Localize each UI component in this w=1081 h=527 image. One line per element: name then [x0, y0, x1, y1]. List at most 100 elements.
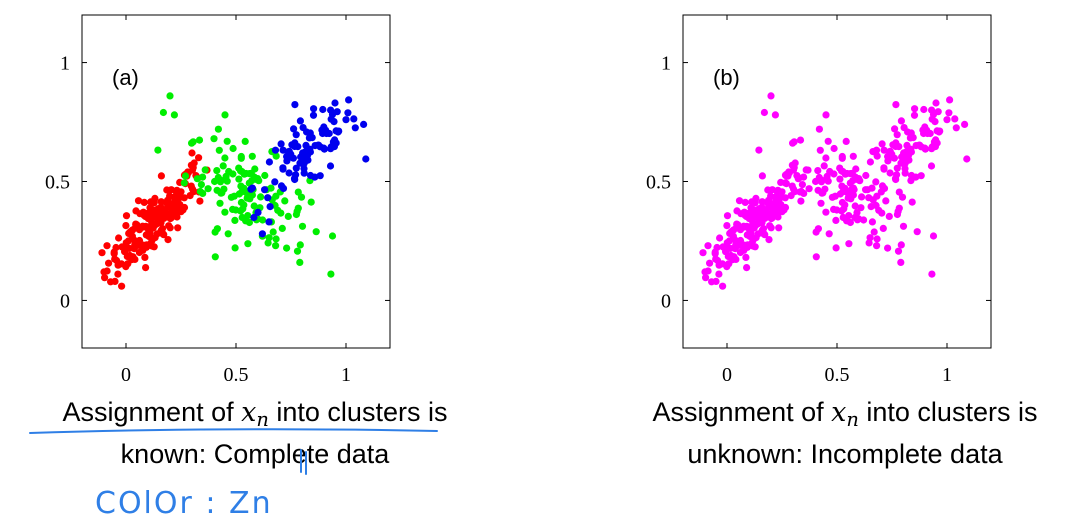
caption-a-line-2: known: Complete data	[120, 438, 390, 469]
scatter-point	[218, 189, 226, 197]
scatter-point	[292, 131, 300, 139]
scatter-point	[934, 108, 942, 116]
scatter-point	[749, 219, 757, 227]
scatter-point	[165, 199, 173, 207]
scatter-point	[300, 165, 308, 173]
scatter-point	[758, 198, 766, 206]
scatter-point	[747, 240, 755, 248]
scatter-point	[165, 222, 173, 230]
scatter-point	[195, 136, 204, 144]
scatter-point	[897, 241, 905, 249]
scatter-point	[716, 234, 724, 242]
scatter-point	[98, 249, 106, 257]
scatter-point	[921, 144, 929, 152]
scatter-point	[140, 198, 148, 206]
scatter-point	[755, 146, 763, 154]
scatter-point	[176, 192, 184, 201]
scatter-point	[733, 207, 741, 215]
scatter-point	[283, 244, 291, 252]
scatter-point	[201, 166, 209, 174]
scatter-point	[293, 247, 302, 255]
scatter-point	[729, 255, 737, 263]
scatter-point	[822, 111, 830, 119]
scatter-point	[157, 198, 165, 206]
scatter-point	[815, 125, 824, 133]
scatter-point	[733, 220, 741, 228]
scatter-point	[215, 146, 223, 154]
scatter-point	[148, 219, 156, 227]
scatter-point	[322, 126, 330, 134]
panel-b: 0 0.5 1 0 0.5 1 (b)	[646, 14, 992, 386]
scatter-point	[858, 193, 866, 201]
scatter-point	[221, 111, 229, 119]
scatter-point	[906, 134, 915, 142]
scatter-point	[172, 204, 180, 213]
scatter-point	[726, 244, 734, 252]
scatter-point	[174, 224, 182, 232]
scatter-point	[746, 232, 754, 241]
scatter-point	[775, 224, 783, 232]
scatter-point	[158, 225, 167, 233]
scatter-point	[267, 184, 275, 192]
scatter-point	[781, 179, 789, 187]
caption-b-var: x	[831, 397, 847, 428]
scatter-point	[897, 258, 905, 266]
scatter-point	[712, 277, 720, 285]
scatter-point	[873, 235, 881, 243]
scatter-point	[131, 241, 139, 249]
scatter-point	[884, 157, 892, 165]
scatter-point	[771, 111, 780, 119]
scatter-point	[903, 141, 911, 149]
scatter-point	[132, 220, 140, 228]
scatter-point	[857, 204, 865, 212]
scatter-point	[838, 207, 846, 215]
y-tick-label: 1	[60, 53, 70, 75]
scatter-point	[946, 96, 954, 104]
scatter-point	[333, 108, 341, 116]
scatter-point	[905, 156, 913, 164]
scatter-point	[736, 236, 745, 245]
scatter-point	[814, 225, 823, 233]
caption-a-var: x	[241, 397, 257, 428]
scatter-point	[289, 154, 297, 162]
scatter-point	[117, 260, 125, 268]
caption-a-math: xn	[241, 397, 269, 431]
scatter-point	[190, 159, 198, 167]
scatter-point	[229, 205, 237, 213]
scatter-point	[868, 218, 877, 226]
scatter-point	[791, 159, 799, 167]
scatter-point	[146, 240, 154, 248]
scatter-point	[350, 115, 358, 123]
scatter-point	[796, 136, 805, 144]
scatter-point	[825, 230, 833, 238]
scatter-point	[344, 109, 352, 117]
caption-b-prefix: Assignment of	[652, 397, 832, 427]
scatter-point	[759, 211, 767, 219]
scatter-point	[760, 230, 768, 238]
scatter-point	[261, 171, 269, 180]
scatter-point	[284, 212, 292, 220]
scatter-point	[845, 240, 853, 248]
scatter-point	[238, 213, 246, 222]
scatter-point	[851, 213, 859, 222]
scatter-point	[213, 225, 221, 233]
scatter-point	[911, 105, 919, 113]
scatter-point	[110, 248, 118, 256]
scatter-point	[149, 224, 157, 232]
scatter-point	[134, 197, 143, 205]
scatter-point	[326, 162, 335, 170]
scatter-point	[892, 101, 900, 109]
scatter-point	[223, 177, 231, 185]
scatter-point	[296, 241, 304, 249]
scatter-point	[930, 138, 939, 146]
scatter-point	[221, 208, 229, 216]
scatter-point	[181, 172, 190, 180]
scatter-point	[271, 146, 280, 154]
scatter-point	[151, 234, 159, 242]
scatter-point	[122, 212, 131, 220]
scatter-point	[223, 137, 231, 145]
scatter-point	[254, 208, 262, 216]
scatter-point	[186, 192, 194, 200]
scatter-point	[701, 268, 709, 276]
